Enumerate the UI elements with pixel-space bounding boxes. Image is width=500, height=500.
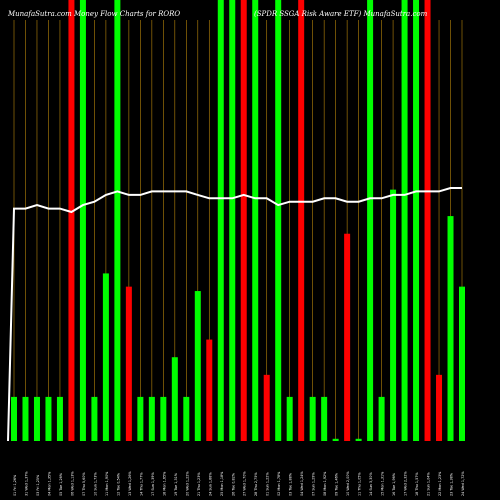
- tick-label: 22 Mon 1,23%: [438, 471, 442, 496]
- bar: [321, 396, 328, 441]
- bar: [217, 0, 224, 441]
- tick-label: 14 Sun 3,30%: [369, 472, 373, 496]
- bar: [298, 0, 305, 441]
- tick-label: 04 Mon 1,35%: [47, 471, 51, 496]
- tick-label: 28 Thu 2,75%: [254, 472, 258, 496]
- tick-label: 07 Thu 5,60%: [82, 472, 86, 496]
- bar: [424, 0, 431, 441]
- bar: [459, 286, 465, 441]
- bar: [102, 273, 109, 441]
- bar: [148, 396, 155, 441]
- tick-label: 21 Thu 1,23%: [197, 472, 201, 496]
- tick-label: 09 Tue 1,46%: [335, 472, 339, 496]
- bar: [114, 0, 121, 441]
- tick-label: 02 Mon 1,78%: [277, 471, 281, 496]
- tick-label: 01 Fri 1,26%: [13, 474, 17, 496]
- tick-label: 17 Sun 1,39%: [151, 472, 155, 496]
- tick-label: 01 Sun 1,22%: [266, 472, 270, 496]
- tick-label: 11 Thu 1,05%: [358, 472, 362, 496]
- tick-label: 08 Mon 1,92%: [323, 471, 327, 496]
- tick-label: 10 Wed 2,00%: [346, 471, 350, 496]
- tick-label: 14 Thu 1,77%: [139, 472, 143, 496]
- tick-label: 03 Fri 1,25%: [36, 474, 40, 496]
- bar: [229, 0, 236, 441]
- tick-label: 18 Mon 1,65%: [162, 471, 166, 496]
- tick-label: 11 Mon 1,90%: [105, 471, 109, 496]
- tick-label: 13 Wed 1,26%: [128, 471, 132, 496]
- tick-label: 07 Sun 1,29%: [312, 472, 316, 496]
- bar: [367, 0, 374, 441]
- bar: [332, 438, 339, 441]
- bar: [286, 396, 293, 441]
- bar: [194, 291, 201, 441]
- tick-label: 06 Wed 1,13%: [70, 471, 74, 496]
- bar: [79, 0, 86, 441]
- bar: [390, 189, 397, 441]
- tick-label: 15 Mon 1,31%: [381, 471, 385, 496]
- tick-label: 31 Wed 1,37%: [24, 471, 28, 496]
- bar: [125, 286, 132, 441]
- bar: [91, 396, 98, 441]
- x-axis-tick-labels: 01 Fri 1,26% 31 Wed 1,37% 03 Fri 1,25% 04 M…: [13, 471, 465, 496]
- tick-label: 18 Thu 1,57%: [415, 472, 419, 496]
- tick-label: 17 Wed 2,32%: [404, 471, 408, 496]
- tick-label: 20 Wed 1,22%: [185, 471, 189, 496]
- tick-label: 19 Tue 1,31%: [174, 472, 178, 496]
- bar: [436, 374, 443, 441]
- tick-label: 24 Sun 1,88%: [208, 472, 212, 496]
- bar: [344, 233, 351, 441]
- tick-label: 16 Tue 1,96%: [392, 472, 396, 496]
- bar: [401, 0, 408, 441]
- bar: [45, 396, 52, 441]
- tick-label: 12 Tue 0,54%: [116, 472, 120, 496]
- tick-label: 05 Tue 1,26%: [59, 472, 63, 496]
- bar: [252, 0, 259, 441]
- bar: [413, 0, 420, 441]
- bar: [171, 357, 178, 441]
- bar: [206, 339, 213, 441]
- bar: [447, 216, 454, 441]
- tick-label: 24 Wed 1,72%: [461, 471, 465, 496]
- tick-label: 10 Sun 1,73%: [93, 472, 97, 496]
- bar: [183, 396, 190, 441]
- bar: [11, 396, 17, 441]
- bar: [309, 396, 316, 441]
- bars: [11, 0, 465, 441]
- chart-title-left: MunafaSutra.com Money Flow Charts for RO…: [7, 10, 180, 18]
- bar: [263, 374, 270, 441]
- bar: [137, 396, 144, 441]
- bar: [160, 396, 167, 441]
- bar: [56, 396, 63, 441]
- bar: [355, 438, 362, 441]
- tick-label: 27 Wed 1,70%: [243, 471, 247, 496]
- tick-label: 25 Mon 1,18%: [220, 471, 224, 496]
- tick-label: 04 Wed 1,24%: [300, 471, 304, 496]
- bar: [275, 0, 282, 441]
- tick-label: 23 Tue 1,38%: [450, 472, 454, 496]
- bar: [378, 396, 385, 441]
- bar: [68, 0, 75, 441]
- tick-label: 21 Sun 1,04%: [427, 472, 431, 496]
- tick-label: 26 Tue 0,82%: [231, 472, 235, 496]
- chart-title-right: (SPDR SSGA Risk Aware ETF) MunafaSutra.c…: [254, 10, 428, 18]
- price-line: [7, 187, 462, 442]
- bar: [33, 396, 40, 441]
- bar: [240, 0, 247, 441]
- bar: [22, 396, 29, 441]
- tick-label: 03 Tue 1,88%: [289, 472, 293, 496]
